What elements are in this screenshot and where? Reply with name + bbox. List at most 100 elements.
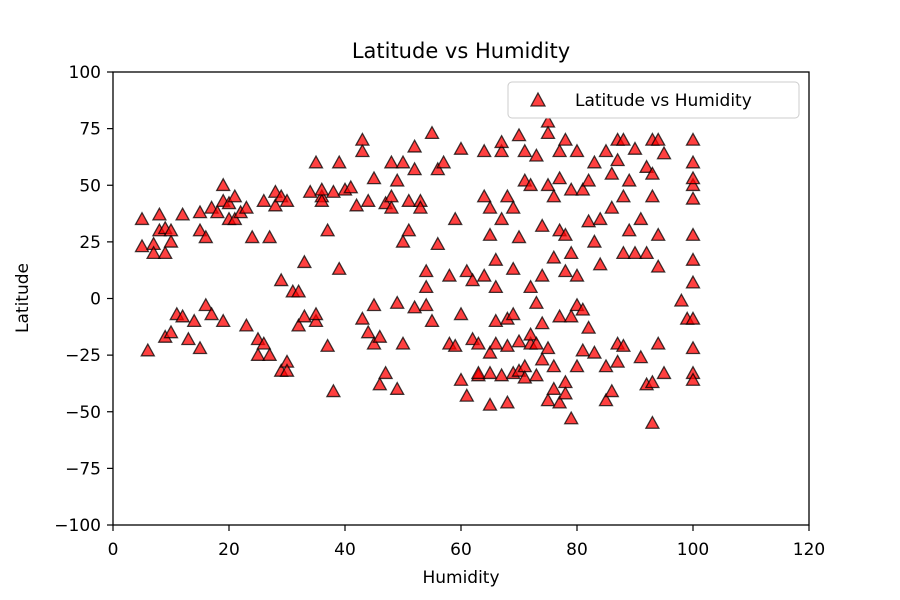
data-point xyxy=(644,415,661,429)
data-point xyxy=(389,381,405,395)
data-point xyxy=(644,188,661,203)
data-point xyxy=(134,238,150,253)
data-point xyxy=(615,338,632,352)
y-tick-label: 0 xyxy=(90,290,101,310)
data-point xyxy=(383,154,400,169)
data-point xyxy=(134,211,150,226)
y-axis-label: Latitude xyxy=(13,263,33,333)
data-point xyxy=(563,181,579,196)
data-point xyxy=(261,229,278,244)
y-tick-label: −50 xyxy=(65,403,101,423)
data-point xyxy=(198,297,214,312)
x-tick-label: 20 xyxy=(218,540,240,560)
data-point xyxy=(389,295,405,309)
data-point xyxy=(227,188,243,203)
data-point xyxy=(482,365,498,380)
data-point xyxy=(470,335,487,350)
data-point xyxy=(215,313,231,328)
data-point xyxy=(424,125,440,140)
data-point xyxy=(627,245,643,260)
data-point xyxy=(551,308,568,323)
data-point xyxy=(476,188,492,203)
data-point xyxy=(360,324,376,339)
data-point xyxy=(244,229,260,244)
data-point xyxy=(406,138,423,153)
data-point xyxy=(163,234,179,248)
data-point xyxy=(511,333,527,348)
data-point xyxy=(401,222,417,237)
data-point xyxy=(569,358,585,373)
data-point xyxy=(447,211,463,226)
data-point xyxy=(580,213,597,228)
data-point xyxy=(546,381,562,395)
data-point xyxy=(151,206,168,221)
data-point xyxy=(215,177,231,192)
data-point xyxy=(366,170,382,185)
data-point xyxy=(650,258,666,273)
data-point xyxy=(534,351,550,366)
data-point xyxy=(528,367,545,382)
data-point xyxy=(586,154,603,169)
data-point xyxy=(511,127,527,142)
data-point xyxy=(238,200,255,214)
data-point xyxy=(314,181,330,196)
data-point xyxy=(476,268,492,282)
data-point xyxy=(441,268,458,282)
data-point xyxy=(308,313,324,328)
data-point xyxy=(685,372,701,386)
data-point xyxy=(273,272,289,287)
y-tick-label: −25 xyxy=(65,346,101,366)
data-point xyxy=(221,195,237,210)
data-point xyxy=(192,204,208,219)
data-point xyxy=(314,193,330,207)
data-point xyxy=(592,256,608,271)
data-point xyxy=(540,392,556,407)
data-point xyxy=(279,363,295,377)
data-point xyxy=(157,245,173,260)
data-point xyxy=(505,306,521,321)
x-tick-label: 40 xyxy=(334,540,356,560)
x-tick-label: 100 xyxy=(677,540,709,560)
data-point xyxy=(412,200,429,214)
data-point xyxy=(186,313,202,328)
data-point xyxy=(476,143,492,158)
y-tick-label: −100 xyxy=(54,516,101,536)
data-point xyxy=(557,385,574,400)
data-point xyxy=(499,188,516,203)
data-point xyxy=(418,279,434,294)
data-point xyxy=(551,394,568,409)
data-point xyxy=(604,383,620,398)
data-point xyxy=(633,211,649,226)
data-point xyxy=(354,143,371,158)
data-point xyxy=(308,306,324,321)
data-point xyxy=(145,245,162,260)
data-point xyxy=(430,161,446,176)
data-point xyxy=(488,279,504,294)
data-point xyxy=(319,338,336,352)
data-point xyxy=(598,143,614,158)
data-point xyxy=(459,388,475,402)
data-point xyxy=(488,313,504,328)
data-point xyxy=(685,170,701,185)
data-point xyxy=(459,263,475,278)
data-point xyxy=(621,222,637,237)
data-point xyxy=(406,299,423,314)
data-point xyxy=(557,227,574,241)
data-point xyxy=(198,229,214,244)
data-point xyxy=(569,143,585,158)
data-point xyxy=(586,345,603,359)
points-layer xyxy=(134,113,701,429)
data-point xyxy=(551,170,568,185)
data-point xyxy=(685,154,701,169)
data-point xyxy=(546,188,562,203)
legend-box xyxy=(507,81,800,119)
data-point xyxy=(256,335,272,350)
data-point xyxy=(685,311,701,325)
data-point xyxy=(453,306,469,321)
data-point xyxy=(331,154,347,169)
data-point xyxy=(377,365,394,380)
data-point xyxy=(180,331,197,346)
data-point xyxy=(464,272,481,287)
legend: Latitude vs Humidity xyxy=(507,81,800,119)
